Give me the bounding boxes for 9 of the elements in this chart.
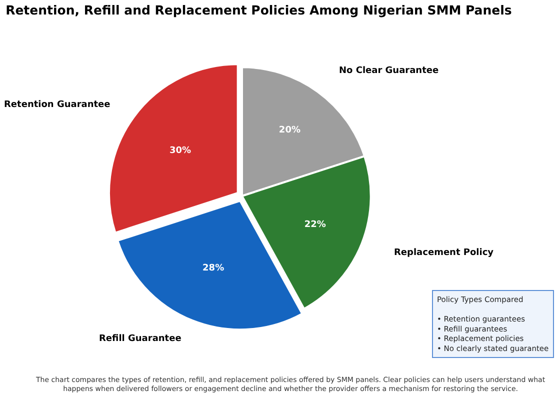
data-label: 20% xyxy=(278,125,300,136)
data-label: 30% xyxy=(169,146,191,156)
chart-title: Retention, Refill and Replacement Policies Among Nigerian SMM Panels xyxy=(6,2,512,18)
slice-label: Retention Guarantee xyxy=(4,100,110,110)
data-label: 28% xyxy=(202,263,224,274)
slice-label: Refill Guarantee xyxy=(99,334,182,344)
slice-label: Replacement Policy xyxy=(394,248,494,258)
slice-label: No Clear Guarantee xyxy=(339,66,439,76)
data-label: 22% xyxy=(304,220,326,230)
